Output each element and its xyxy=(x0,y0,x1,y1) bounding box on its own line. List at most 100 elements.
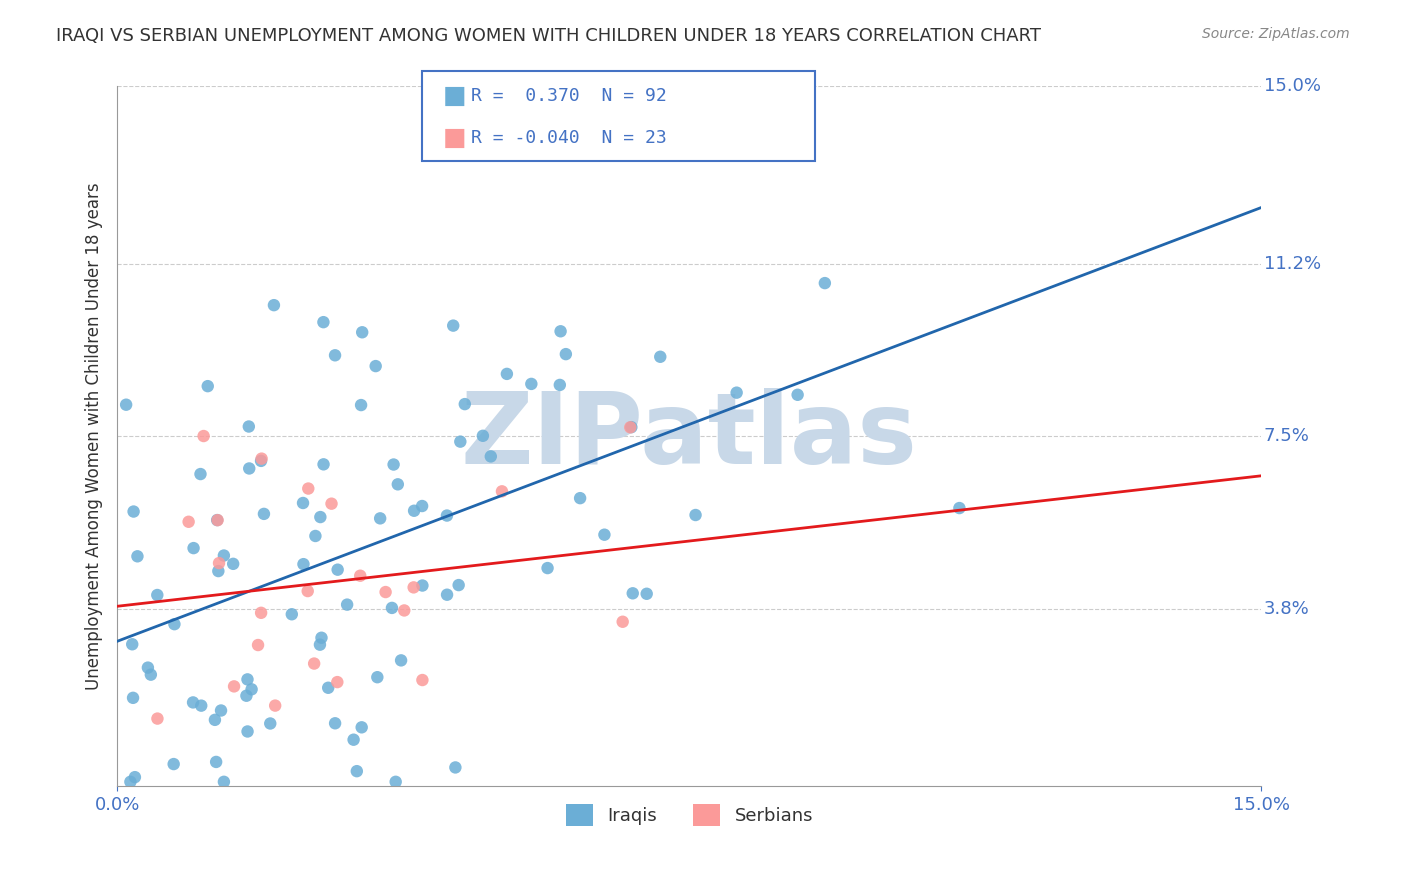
Point xyxy=(236,724,259,739)
Point xyxy=(263,298,285,312)
Point xyxy=(259,716,281,731)
Point xyxy=(364,359,387,373)
Point xyxy=(304,529,326,543)
Point xyxy=(122,690,145,705)
Point xyxy=(240,682,263,697)
Point xyxy=(163,757,186,772)
Point xyxy=(264,698,287,713)
Point xyxy=(402,581,425,595)
Point xyxy=(725,385,748,400)
Point xyxy=(197,379,219,393)
Point xyxy=(441,318,464,333)
Point xyxy=(115,398,138,412)
Point xyxy=(250,606,273,620)
Point xyxy=(454,397,477,411)
Point xyxy=(387,477,409,491)
Point xyxy=(212,549,235,563)
Text: ■: ■ xyxy=(443,127,467,150)
Point xyxy=(569,491,592,505)
Point xyxy=(121,637,143,651)
Point xyxy=(814,276,837,290)
Point xyxy=(384,774,406,789)
Point xyxy=(411,673,433,687)
Point xyxy=(312,315,335,329)
Text: Source: ZipAtlas.com: Source: ZipAtlas.com xyxy=(1202,27,1350,41)
Point xyxy=(381,601,404,615)
Point xyxy=(444,760,467,774)
Point xyxy=(350,720,373,734)
Point xyxy=(593,527,616,541)
Point xyxy=(139,667,162,681)
Point xyxy=(636,587,658,601)
Point xyxy=(619,420,641,434)
Text: 3.8%: 3.8% xyxy=(1264,600,1309,618)
Point xyxy=(491,484,513,499)
Point xyxy=(236,673,259,687)
Text: ZIPatlas: ZIPatlas xyxy=(461,388,918,485)
Point xyxy=(323,348,346,362)
Point xyxy=(326,563,349,577)
Point xyxy=(122,504,145,518)
Point xyxy=(346,764,368,779)
Point xyxy=(321,497,343,511)
Point xyxy=(436,588,458,602)
Point xyxy=(352,326,374,340)
Point xyxy=(374,585,396,599)
Text: 15.0%: 15.0% xyxy=(1264,78,1320,95)
Point xyxy=(292,496,315,510)
Point xyxy=(449,434,471,449)
Point xyxy=(650,350,672,364)
Point xyxy=(204,713,226,727)
Point xyxy=(235,689,257,703)
Point xyxy=(316,681,339,695)
Point xyxy=(554,347,576,361)
Point xyxy=(127,549,149,564)
Point xyxy=(411,578,433,592)
Point xyxy=(404,504,426,518)
Point xyxy=(222,557,245,571)
Point xyxy=(323,716,346,731)
Point xyxy=(309,638,332,652)
Point xyxy=(250,451,273,466)
Point xyxy=(250,454,273,468)
Point xyxy=(193,429,215,443)
Point xyxy=(238,461,260,475)
Point xyxy=(479,450,502,464)
Point xyxy=(297,482,319,496)
Point xyxy=(536,561,558,575)
Point xyxy=(183,541,205,555)
Point xyxy=(411,499,433,513)
Point xyxy=(394,603,416,617)
Text: 7.5%: 7.5% xyxy=(1264,427,1309,445)
Point xyxy=(786,388,808,402)
Point xyxy=(163,617,186,632)
Point xyxy=(120,774,142,789)
Point xyxy=(292,557,315,571)
Point xyxy=(436,508,458,523)
Text: R = -0.040  N = 23: R = -0.040 N = 23 xyxy=(471,129,666,147)
Point xyxy=(621,586,644,600)
Point xyxy=(181,695,204,709)
Point xyxy=(309,510,332,524)
Point xyxy=(177,515,200,529)
Point xyxy=(146,588,169,602)
Point xyxy=(349,568,371,582)
Point xyxy=(389,653,412,667)
Point xyxy=(281,607,304,622)
Point xyxy=(548,378,571,392)
Point xyxy=(342,732,364,747)
Point xyxy=(685,508,707,522)
Point xyxy=(247,638,270,652)
Point xyxy=(302,657,325,671)
Point xyxy=(205,513,228,527)
Point xyxy=(382,458,405,472)
Point xyxy=(366,670,388,684)
Point xyxy=(311,631,333,645)
Point xyxy=(136,660,159,674)
Point xyxy=(551,84,574,98)
Point xyxy=(520,376,543,391)
Point xyxy=(326,675,349,690)
Point xyxy=(612,615,634,629)
Point xyxy=(447,578,470,592)
Point xyxy=(620,420,643,434)
